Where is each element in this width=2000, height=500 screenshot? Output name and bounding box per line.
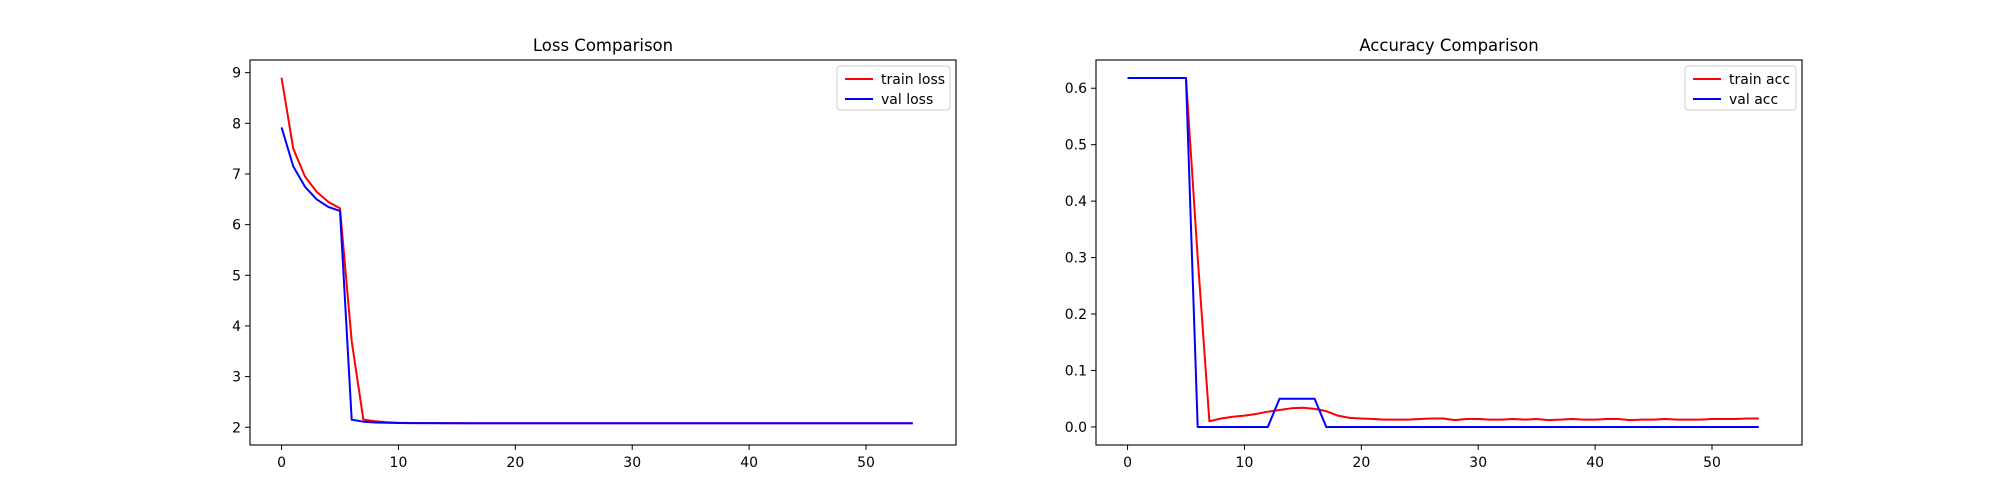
x-tick-label: 50 [857,455,875,471]
y-tick-label: 6 [232,218,241,234]
y-tick-label: 3 [232,370,241,386]
chart-title: Loss Comparison [533,36,673,55]
y-tick-label: 0.2 [1065,307,1087,323]
y-tick-label: 7 [232,167,241,183]
x-tick-label: 40 [1586,455,1604,471]
legend-label: train acc [1729,72,1790,88]
legend: train acc val acc [1684,65,1797,111]
chart-accuracy: Accuracy Comparison 0 10 20 30 40 50 0.0 0.1 0.2 0… [1065,36,1803,471]
y-tick-label: 4 [232,319,241,335]
x-tick-label: 40 [740,455,758,471]
y-tick-label: 2 [232,420,241,436]
x-tick-label: 20 [506,455,524,471]
y-tick-label: 8 [232,116,241,132]
x-tick-label: 30 [623,455,641,471]
series-line-train-acc [1127,77,1759,423]
series-line-val-acc [1127,77,1759,428]
legend: train loss val loss [836,65,951,111]
x-tick-label: 50 [1703,455,1721,471]
y-tick-label: 0.0 [1065,420,1087,436]
chart-loss: Loss Comparison 0 10 20 30 40 50 2 3 4 5 6 7 8 9 train … [232,36,957,471]
y-tick-label: 0.5 [1065,138,1087,154]
x-tick-label: 20 [1352,455,1370,471]
y-tick-label: 0.6 [1065,81,1087,97]
y-tick-label: 0.4 [1065,194,1087,210]
series-line-val-loss [280,127,913,425]
x-tick-label: 10 [390,455,408,471]
series-line-train-loss [280,77,913,425]
x-tick-label: 0 [277,455,286,471]
y-tick-label: 9 [232,66,241,82]
legend-label: val loss [881,92,933,108]
x-tick-label: 30 [1469,455,1487,471]
y-tick-label: 0.1 [1065,363,1087,379]
chart-title: Accuracy Comparison [1359,36,1538,55]
x-tick-label: 0 [1123,455,1132,471]
legend-label: train loss [881,72,945,88]
plot-frame [1095,59,1803,446]
y-tick-label: 5 [232,268,241,284]
x-tick-label: 10 [1236,455,1254,471]
plot-frame [249,59,957,446]
legend-label: val acc [1729,92,1778,108]
y-tick-label: 0.3 [1065,251,1087,267]
